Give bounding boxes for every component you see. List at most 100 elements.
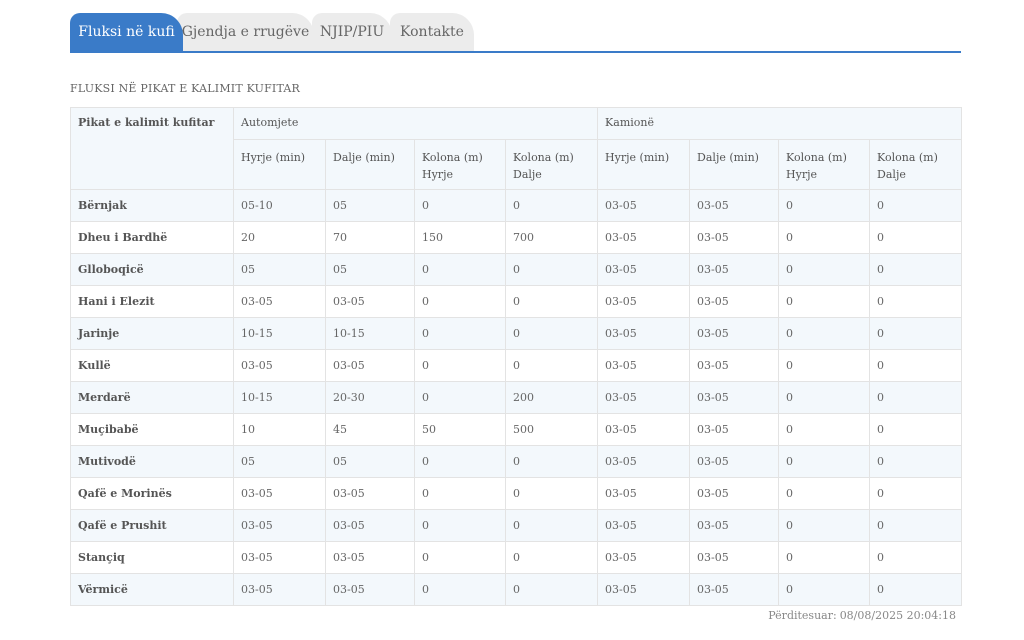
table-cell: 0 xyxy=(504,541,599,574)
table-cell: 0 xyxy=(414,189,506,222)
table-cell: 0 xyxy=(778,349,871,382)
table-cell: 0 xyxy=(869,285,963,318)
table-cell: 0 xyxy=(778,413,871,446)
table-cell: 0 xyxy=(504,509,599,542)
table-cell: 10-15 xyxy=(233,317,326,350)
table-cell: 03-05 xyxy=(689,349,780,382)
table-cell: 03-05 xyxy=(597,477,691,510)
table-cell: 03-05 xyxy=(689,381,780,414)
table-cell: 0 xyxy=(414,349,506,382)
header-auto-kolona-hyrje: Kolona (m) Hyrje xyxy=(414,139,506,190)
table-cell: 03-05 xyxy=(597,349,691,382)
header-truck-kolona-dalje: Kolona (m) Dalje xyxy=(869,139,963,190)
table-row: Merdarë 10-15 20-30 0 200 03-05 03-05 0 0 xyxy=(70,381,963,414)
table-cell: 03-05 xyxy=(689,445,780,478)
table-row: Stançiq 03-05 03-05 0 0 03-05 03-05 0 0 xyxy=(70,541,963,574)
tab-njip-piu[interactable]: NJIP/PIU xyxy=(312,13,392,51)
table-cell: 50 xyxy=(414,413,506,446)
table-row: Muçibabë 10 45 50 500 03-05 03-05 0 0 xyxy=(70,413,963,446)
section-title: FLUKSI NË PIKAT E KALIMIT KUFITAR xyxy=(70,82,301,95)
table-cell: 03-05 xyxy=(689,509,780,542)
table-cell: 03-05 xyxy=(325,285,415,318)
table-cell: 03-05 xyxy=(689,221,780,254)
table-cell: 0 xyxy=(504,317,599,350)
table-cell: 03-05 xyxy=(689,189,780,222)
table-cell: 0 xyxy=(778,573,871,606)
table-cell: 05 xyxy=(233,445,326,478)
table-cell: 0 xyxy=(414,317,506,350)
table-cell: 03-05 xyxy=(597,509,691,542)
table-cell: 03-05 xyxy=(597,573,691,606)
table-row: Hani i Elezit 03-05 03-05 0 0 03-05 03-05 0 0 xyxy=(70,285,963,318)
table-cell: 0 xyxy=(869,413,963,446)
header-crossing-point: Pikat e kalimit kufitar xyxy=(70,107,234,190)
table-cell: 05-10 xyxy=(233,189,326,222)
table-cell: 03-05 xyxy=(597,221,691,254)
table-cell: 0 xyxy=(778,285,871,318)
table-cell: 0 xyxy=(414,541,506,574)
table-cell: 0 xyxy=(778,445,871,478)
table-cell: 0 xyxy=(504,477,599,510)
crossing-point-name: Dheu i Bardhë xyxy=(70,221,234,254)
table-cell: 03-05 xyxy=(597,317,691,350)
last-updated-value: 08/08/2025 20:04:18 xyxy=(839,609,956,622)
table-cell: 0 xyxy=(504,285,599,318)
table-header-subcolumns: Hyrje (min) Dalje (min) Kolona (m) Hyrje … xyxy=(71,139,963,190)
table-cell: 0 xyxy=(778,253,871,286)
table-cell: 03-05 xyxy=(325,541,415,574)
table-cell: 20 xyxy=(233,221,326,254)
table-cell: 0 xyxy=(414,477,506,510)
header-group-automjete: Automjete xyxy=(232,107,599,140)
table-cell: 0 xyxy=(504,349,599,382)
header-truck-kolona-hyrje: Kolona (m) Hyrje xyxy=(778,139,871,190)
table-cell: 0 xyxy=(869,253,963,286)
table-cell: 03-05 xyxy=(233,509,326,542)
crossing-point-name: Kullë xyxy=(70,349,234,382)
table-cell: 0 xyxy=(869,445,963,478)
crossing-point-name: Muçibabë xyxy=(70,413,234,446)
table-cell: 0 xyxy=(869,541,963,574)
table-cell: 03-05 xyxy=(597,253,691,286)
crossing-point-name: Qafë e Prushit xyxy=(70,509,234,542)
table-cell: 03-05 xyxy=(597,445,691,478)
table-cell: 05 xyxy=(325,189,415,222)
table-cell: 0 xyxy=(869,477,963,510)
table-cell: 150 xyxy=(414,221,506,254)
table-cell: 0 xyxy=(778,317,871,350)
table-cell: 200 xyxy=(504,381,599,414)
table-cell: 03-05 xyxy=(233,349,326,382)
border-crossings-table: Pikat e kalimit kufitar Automjete Kamion… xyxy=(70,107,963,606)
table-cell: 70 xyxy=(325,221,415,254)
table-cell: 0 xyxy=(778,477,871,510)
tab-fluksi-ne-kufi[interactable]: Fluksi në kufi xyxy=(70,13,183,51)
tab-gjendja-e-rrugeve[interactable]: Gjendja e rrugëve xyxy=(177,13,314,51)
table-cell: 0 xyxy=(504,253,599,286)
table-cell: 03-05 xyxy=(233,541,326,574)
table-cell: 03-05 xyxy=(325,349,415,382)
table-cell: 03-05 xyxy=(325,509,415,542)
table-cell: 10 xyxy=(233,413,326,446)
table-cell: 03-05 xyxy=(233,285,326,318)
table-cell: 05 xyxy=(325,445,415,478)
table-cell: 03-05 xyxy=(689,317,780,350)
table-cell: 0 xyxy=(778,189,871,222)
table-cell: 03-05 xyxy=(233,477,326,510)
table-cell: 500 xyxy=(504,413,599,446)
table-row: Bërnjak 05-10 05 0 0 03-05 03-05 0 0 xyxy=(70,189,963,222)
crossing-point-name: Merdarë xyxy=(70,381,234,414)
table-cell: 03-05 xyxy=(689,413,780,446)
table-cell: 0 xyxy=(869,189,963,222)
tab-kontakte[interactable]: Kontakte xyxy=(390,13,474,51)
table-cell: 0 xyxy=(778,381,871,414)
table-row: Vërmicë 03-05 03-05 0 0 03-05 03-05 0 0 xyxy=(70,573,963,606)
table-cell: 03-05 xyxy=(597,189,691,222)
table-cell: 0 xyxy=(778,509,871,542)
table-cell: 0 xyxy=(414,381,506,414)
table-cell: 0 xyxy=(504,573,599,606)
crossing-point-name: Jarinje xyxy=(70,317,234,350)
table-cell: 45 xyxy=(325,413,415,446)
table-cell: 700 xyxy=(504,221,599,254)
table-cell: 0 xyxy=(414,445,506,478)
table-cell: 03-05 xyxy=(233,573,326,606)
